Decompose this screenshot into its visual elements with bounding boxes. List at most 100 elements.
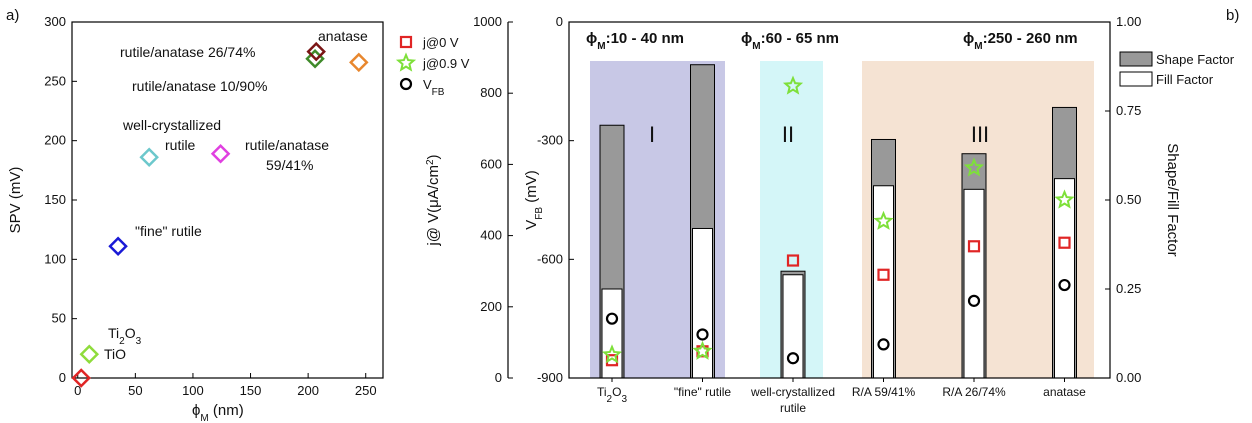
vfb-axis-label-part: V: [523, 220, 540, 230]
x-axis-label-part: ϕ: [192, 402, 200, 419]
legend-vfb-label-part: V: [423, 77, 432, 92]
annotation-ti2o3-part: O: [125, 325, 136, 341]
category-label: rutile: [780, 401, 806, 415]
data-point: [306, 41, 326, 62]
x-tick-label: 250: [355, 383, 377, 398]
annotation-ra59-line2: 59/41%: [266, 157, 313, 173]
legend-j09-label: j@0.9 V: [422, 56, 470, 71]
j-axis-label-part: ): [425, 154, 442, 159]
region-header-part: ϕ: [741, 30, 752, 47]
j-axis-label-part: j@ V(μA/cm: [425, 165, 442, 247]
j-axis-label-part: 2: [425, 159, 436, 165]
j-tick-label: 400: [480, 228, 502, 243]
j0-marker: [877, 268, 890, 281]
region-numeral: I: [649, 122, 655, 147]
annotation-wc-line1: well-crystallized: [122, 117, 221, 133]
j09-marker: [782, 75, 804, 95]
x-axis-label: ϕM (nm): [192, 402, 244, 423]
region-header: ϕM:10 - 40 nm: [586, 30, 684, 52]
annotation-ra59-line1: rutile/anatase: [245, 137, 329, 153]
annotation-ti2o3-part: 3: [136, 336, 142, 347]
sf-tick-label: 0.25: [1116, 281, 1141, 296]
category-label: "fine" rutile: [674, 385, 732, 399]
y-tick-label: 150: [44, 192, 66, 207]
region-numeral: II: [782, 122, 794, 147]
region-header-part: M: [974, 41, 982, 52]
data-point: [71, 368, 91, 388]
data-point: [108, 236, 128, 257]
region-header-part: :250 - 260 nm: [983, 30, 1078, 47]
x-tick-label: 0: [74, 383, 81, 398]
region-header-part: M: [597, 41, 605, 52]
vfb-tick-label: 0: [556, 14, 563, 29]
vfb-tick-label: -900: [537, 370, 563, 385]
y-axis-label: SPV (mV): [7, 167, 24, 234]
category-label-part: O: [612, 385, 621, 399]
data-point: [79, 344, 100, 365]
vfb-marker: [877, 338, 890, 351]
annotation-fine-rutile: "fine" rutile: [135, 223, 202, 239]
j0-marker: [967, 240, 981, 253]
sf-axis-label: Shape/Fill Factor: [1164, 143, 1181, 256]
x-axis-label-part: M: [200, 413, 208, 423]
x-axis-label-part: (nm): [209, 402, 244, 419]
vfb-axis-label: VFB (mV): [523, 170, 545, 229]
x-tick-label: 100: [182, 383, 204, 398]
legend-j0-label: j@0 V: [422, 35, 459, 50]
region-header: ϕM:60 - 65 nm: [741, 30, 839, 52]
panel-a-label: a): [6, 7, 19, 24]
j-tick-label: 600: [480, 156, 502, 171]
annotation-ti2o3-part: 2: [119, 336, 125, 347]
data-point: [210, 143, 231, 164]
region-numeral: III: [971, 122, 989, 147]
region-header: ϕM:250 - 260 nm: [963, 30, 1078, 52]
y-tick-label: 50: [52, 311, 66, 326]
vfb-marker: [786, 352, 800, 365]
j-tick-label: 0: [495, 370, 502, 385]
x-tick-label: 200: [297, 383, 319, 398]
category-label: anatase: [1043, 385, 1086, 399]
j09-marker: [1054, 189, 1075, 209]
fill-factor-bar: [963, 188, 985, 379]
annotation-anatase: anatase: [318, 28, 368, 44]
vfb-marker: [696, 328, 709, 341]
j09-marker: [692, 340, 713, 360]
vfb-axis-label-part: (mV): [523, 170, 540, 207]
sf-tick-label: 1.00: [1116, 14, 1141, 29]
vfb-marker: [605, 312, 619, 325]
legend-fill-swatch: [1119, 71, 1153, 87]
fill-factor-bar: [1054, 178, 1075, 379]
category-label: R/A 26/74%: [942, 385, 1006, 399]
vfb-marker: [1058, 278, 1071, 292]
category-label-part: 3: [621, 394, 627, 405]
j0-marker: [786, 254, 800, 267]
annotation-ti2o3: Ti2O3: [108, 325, 142, 347]
y-tick-label: 250: [44, 73, 66, 88]
y-tick-label: 100: [44, 251, 66, 266]
sf-tick-label: 0.75: [1116, 103, 1141, 118]
category-label: Ti2O3: [597, 385, 627, 405]
region-header-part: :10 - 40 nm: [606, 30, 684, 47]
annotation-wc-line2: rutile: [165, 137, 196, 153]
legend-shape-swatch: [1119, 51, 1153, 67]
y-tick-label: 0: [59, 370, 66, 385]
y-tick-label: 200: [44, 133, 66, 148]
annotation-ra10: rutile/anatase 10/90%: [132, 78, 267, 94]
x-tick-label: 150: [240, 383, 262, 398]
data-point: [139, 147, 159, 168]
legend-vfb-label: VFB: [423, 77, 445, 98]
vfb-marker: [967, 294, 981, 307]
category-label-part: Ti: [597, 385, 607, 399]
j-tick-label: 200: [480, 299, 502, 314]
data-point: [349, 52, 369, 73]
vfb-tick-label: -600: [537, 251, 563, 266]
j-axis-label: j@ V(μA/cm2): [425, 154, 443, 246]
legend-vfb-label-part: FB: [432, 87, 445, 98]
category-label-part: 2: [607, 394, 613, 405]
j09-marker: [873, 210, 894, 230]
legend-j09-marker: [395, 52, 417, 72]
region-header-part: ϕ: [963, 30, 974, 47]
j09-marker: [963, 157, 985, 177]
category-label: well-crystallized: [750, 385, 835, 399]
annotation-tio: TiO: [104, 346, 126, 362]
